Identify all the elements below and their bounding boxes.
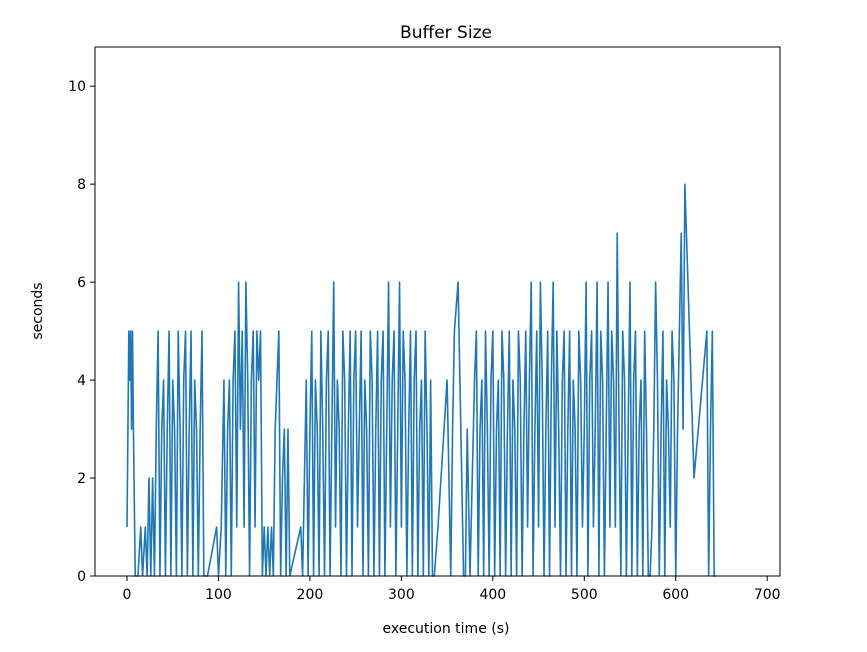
x-tick-label: 200 bbox=[297, 587, 324, 603]
y-tick-label: 0 bbox=[77, 569, 86, 585]
y-axis-label: seconds bbox=[30, 282, 46, 339]
x-tick-label: 0 bbox=[123, 587, 132, 603]
plot-frame bbox=[94, 46, 781, 577]
y-tick-label: 10 bbox=[68, 79, 86, 95]
data-line bbox=[126, 183, 716, 577]
x-axis-label: execution time (s) bbox=[383, 621, 510, 637]
chart-title: Buffer Size bbox=[400, 23, 492, 43]
x-tick-label: 400 bbox=[479, 587, 506, 603]
x-tick-label: 600 bbox=[662, 587, 689, 603]
x-tick-label: 500 bbox=[571, 587, 598, 603]
y-tick-label: 6 bbox=[77, 275, 86, 291]
y-tick-label: 8 bbox=[77, 177, 86, 193]
x-tick-label: 700 bbox=[754, 587, 781, 603]
y-tick-label: 2 bbox=[77, 471, 86, 487]
x-tick-label: 300 bbox=[388, 587, 415, 603]
x-tick-label: 100 bbox=[205, 587, 232, 603]
y-tick-label: 4 bbox=[77, 373, 86, 389]
